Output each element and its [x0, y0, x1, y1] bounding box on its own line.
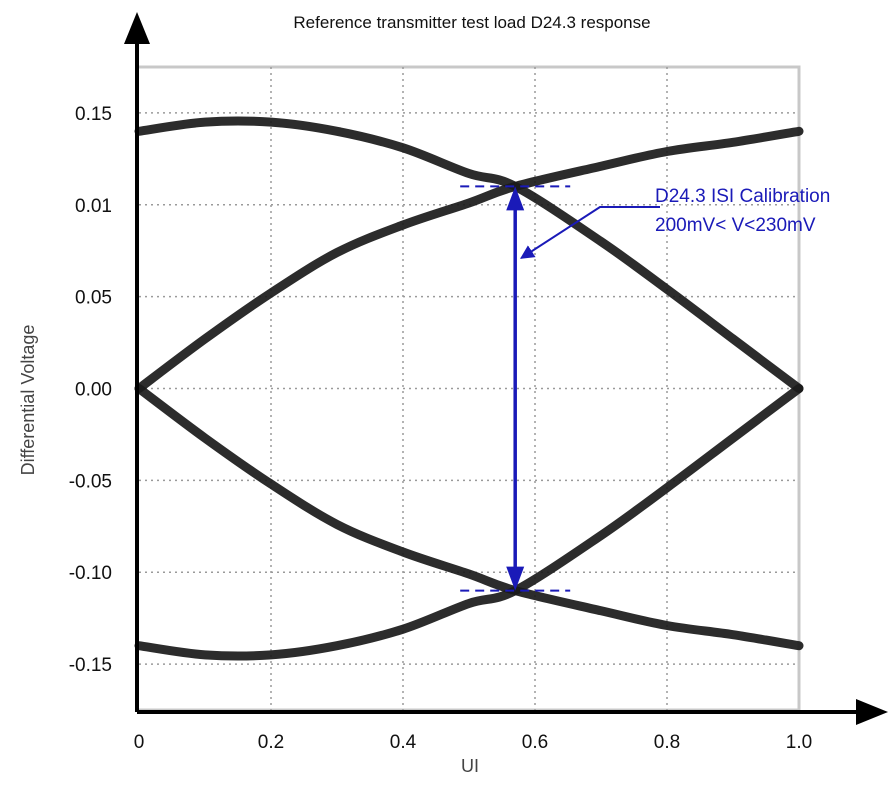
y-axis	[124, 12, 150, 712]
y-axis-arrow-icon	[124, 12, 150, 44]
eye-trace-3	[134, 384, 804, 651]
y-axis-label: Differential Voltage	[18, 325, 38, 476]
x-tick-label: 0	[134, 732, 145, 753]
grid-lines	[139, 67, 799, 710]
y-tick-label: 0.05	[75, 288, 112, 309]
x-tick-label: 0.8	[654, 732, 680, 753]
x-axis-label: UI	[461, 756, 479, 776]
eye-trace-4	[134, 384, 804, 661]
x-axis	[137, 699, 888, 725]
eye-trace-1	[134, 116, 804, 393]
callout-pointer	[520, 206, 660, 259]
arrow-down-icon	[506, 566, 525, 591]
x-tick-label: 0.6	[522, 732, 548, 753]
isi-calibration-annotation: D24.3 ISI Calibration 200mV< V<230mV	[460, 185, 830, 592]
y-tick-label: -0.05	[69, 471, 112, 492]
x-tick-label: 1.0	[786, 732, 812, 753]
y-tick-label: 0.15	[75, 104, 112, 125]
arrow-up-icon	[506, 186, 525, 211]
y-tick-label: 0.00	[75, 380, 112, 401]
x-axis-arrow-icon	[856, 699, 888, 725]
y-tick-label: 0.01	[75, 196, 112, 217]
annotation-title: D24.3 ISI Calibration	[655, 186, 830, 207]
annotation-range: 200mV< V<230mV	[655, 215, 816, 236]
eye-trace-2	[134, 126, 804, 393]
y-tick-label: -0.15	[69, 655, 112, 676]
eye-traces	[134, 116, 804, 661]
y-tick-labels: 0.15 0.01 0.05 0.00 -0.05 -0.10 -0.15	[69, 104, 112, 676]
x-tick-label: 0.4	[390, 732, 417, 753]
x-tick-labels: 0 0.2 0.4 0.6 0.8 1.0	[134, 732, 813, 753]
x-tick-label: 0.2	[258, 732, 284, 753]
chart-title: Reference transmitter test load D24.3 re…	[293, 13, 650, 32]
y-tick-label: -0.10	[69, 563, 112, 584]
